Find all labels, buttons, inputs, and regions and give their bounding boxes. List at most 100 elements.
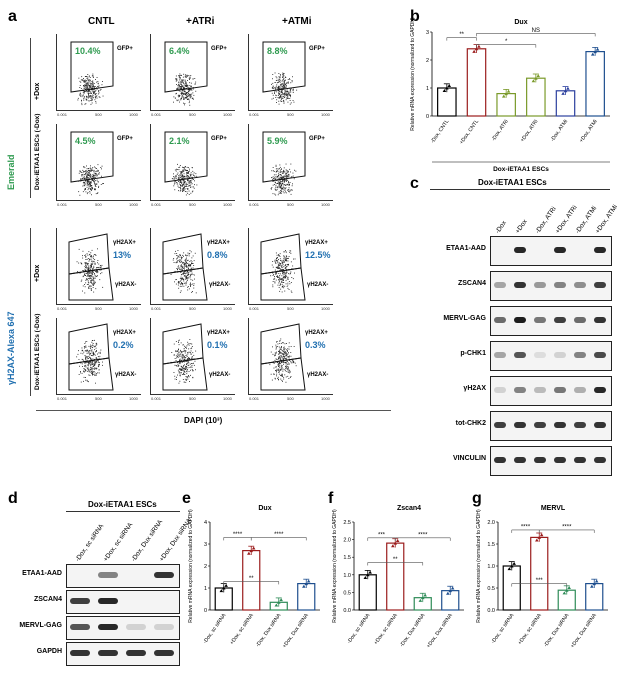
flow-event-dot [285, 83, 287, 85]
flow-event-dot [178, 99, 180, 101]
flow-event-dot [275, 176, 277, 178]
flow-event-dot [90, 274, 92, 276]
flow-event-dot [95, 347, 97, 349]
flow-event-dot [182, 90, 184, 92]
flow-tick-label: 500 [95, 202, 102, 207]
flow-event-dot [92, 73, 94, 75]
flow-gate [162, 323, 204, 365]
flow-event-dot [91, 261, 93, 263]
flow-event-dot [178, 265, 180, 267]
flow-event-dot [280, 94, 282, 96]
flow-event-dot [281, 188, 283, 190]
flow-event-dot [287, 349, 288, 351]
flow-event-dot [287, 170, 289, 172]
flow-event-dot [282, 373, 283, 375]
flow-gate [70, 41, 114, 93]
flow-event-dot [280, 352, 281, 354]
flow-event-dot [183, 96, 185, 98]
flow-event-dot [172, 259, 174, 261]
flow-event-dot [274, 184, 275, 185]
flow-event-dot [280, 171, 282, 173]
flow-event-dot [191, 257, 193, 259]
flow-event-dot [173, 343, 175, 345]
flow-event-dot [181, 284, 183, 286]
flow-event-dot [174, 97, 176, 99]
flow-event-dot [287, 258, 288, 259]
flow-event-dot [77, 97, 79, 99]
flow-event-dot [84, 188, 86, 189]
flow-event-dot [176, 365, 178, 367]
flow-event-dot [280, 284, 281, 286]
blot-band [98, 598, 118, 604]
flow-event-dot [86, 85, 88, 86]
flow-event-dot [194, 175, 195, 177]
flow-event-dot [275, 279, 277, 281]
flow-event-dot [90, 96, 92, 98]
flow-event-dot [277, 376, 279, 378]
flow-event-dot [287, 362, 289, 364]
flow-event-dot [285, 361, 286, 363]
panel-letter-g: g [472, 490, 482, 507]
flow-event-dot [89, 192, 91, 194]
flow-tick-label: 500 [189, 202, 196, 207]
flow-event-dot [292, 183, 293, 185]
flow-event-dot [91, 371, 93, 373]
flow-event-dot [292, 76, 293, 78]
flow-event-dot [284, 79, 286, 81]
flow-event-dot [185, 74, 187, 76]
flow-event-dot [173, 173, 174, 175]
flow-event-dot [283, 356, 285, 358]
flow-event-dot [174, 281, 175, 283]
flow-event-dot [173, 372, 175, 373]
flow-event-dot [189, 96, 191, 98]
flow-event-dot [84, 182, 86, 183]
flow-event-dot [277, 170, 278, 172]
flow-event-dot [188, 88, 190, 90]
flow-event-dot [274, 281, 276, 283]
flow-event-dot [192, 283, 194, 285]
flow-event-dot [96, 267, 97, 269]
flow-event-dot [88, 272, 90, 273]
flow-event-dot [284, 290, 286, 292]
flow-event-dot [275, 370, 276, 371]
flow-event-dot [179, 180, 181, 182]
flow-event-dot [93, 271, 94, 273]
data-point [507, 567, 512, 571]
flow-event-dot [177, 374, 178, 376]
flow-event-dot [285, 366, 287, 368]
flow-event-dot [90, 259, 92, 261]
flow-event-dot [290, 252, 292, 254]
flow-event-dot [86, 85, 87, 87]
flow-gate [70, 131, 114, 183]
flow-event-dot [184, 166, 186, 168]
flow-event-dot [81, 76, 83, 78]
flow-event-dot [178, 169, 180, 171]
flow-event-dot [186, 280, 188, 281]
data-point [423, 593, 427, 597]
flow-event-dot [280, 353, 282, 355]
flow-event-dot [182, 175, 184, 176]
flow-event-dot [87, 184, 89, 186]
flow-event-dot [182, 262, 184, 263]
flow-gate-negative [260, 357, 306, 391]
flow-event-dot [88, 260, 90, 262]
flow-event-dot [94, 354, 96, 356]
flow-event-dot [285, 94, 287, 96]
flow-event-dot [187, 353, 189, 355]
flow-event-dot [90, 83, 92, 84]
flow-event-dot [281, 269, 283, 270]
flow-event-dot [287, 278, 289, 280]
flow-event-dot [285, 91, 287, 93]
flow-event-dot [187, 361, 189, 363]
flow-event-dot [189, 283, 191, 285]
data-point [447, 83, 452, 87]
flow-event-dot [283, 347, 285, 349]
flow-event-dot [90, 190, 92, 191]
flow-event-dot [272, 261, 274, 262]
bar [502, 565, 521, 611]
flow-event-dot [278, 259, 279, 260]
flow-event-dot [284, 255, 286, 257]
flow-event-dot [275, 352, 277, 354]
flow-event-dot [191, 365, 193, 366]
flow-event-dot [178, 354, 180, 356]
